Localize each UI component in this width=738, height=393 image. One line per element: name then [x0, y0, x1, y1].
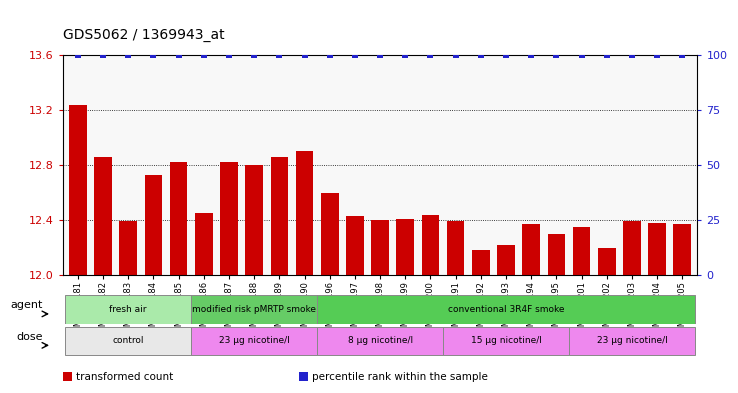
Bar	[371, 220, 389, 275]
Point	[173, 52, 184, 58]
Bar	[317, 327, 443, 355]
Point	[299, 52, 311, 58]
Bar	[443, 327, 569, 355]
Point	[626, 52, 638, 58]
Bar	[446, 222, 464, 275]
Bar	[191, 296, 317, 324]
Bar	[623, 222, 641, 275]
Bar	[63, 373, 72, 381]
Bar	[120, 222, 137, 275]
Point	[148, 52, 159, 58]
Bar	[396, 219, 414, 275]
Point	[677, 52, 689, 58]
Text: dose: dose	[16, 332, 43, 342]
Bar	[245, 165, 263, 275]
Text: conventional 3R4F smoke: conventional 3R4F smoke	[448, 305, 565, 314]
Point	[424, 52, 436, 58]
Point	[399, 52, 411, 58]
Bar	[195, 213, 213, 275]
Text: fresh air: fresh air	[109, 305, 147, 314]
Point	[97, 52, 109, 58]
Point	[198, 52, 210, 58]
Bar	[65, 327, 191, 355]
Bar	[346, 216, 364, 275]
Point	[248, 52, 260, 58]
Bar	[271, 157, 288, 275]
Point	[123, 52, 134, 58]
Point	[374, 52, 386, 58]
Point	[72, 52, 83, 58]
Bar	[300, 373, 308, 381]
Bar	[598, 248, 615, 275]
Text: GDS5062 / 1369943_at: GDS5062 / 1369943_at	[63, 28, 224, 42]
Point	[601, 52, 613, 58]
Bar	[145, 174, 162, 275]
Point	[651, 52, 663, 58]
Point	[525, 52, 537, 58]
Bar	[296, 151, 314, 275]
Bar	[497, 245, 515, 275]
Bar	[421, 215, 439, 275]
Text: 15 μg nicotine/l: 15 μg nicotine/l	[471, 336, 542, 345]
Bar	[65, 296, 191, 324]
Text: 23 μg nicotine/l: 23 μg nicotine/l	[218, 336, 289, 345]
Text: 8 μg nicotine/l: 8 μg nicotine/l	[348, 336, 413, 345]
Bar	[170, 162, 187, 275]
Text: control: control	[112, 336, 144, 345]
Bar	[69, 105, 86, 275]
Bar	[220, 162, 238, 275]
Text: modified risk pMRTP smoke: modified risk pMRTP smoke	[192, 305, 316, 314]
Bar	[321, 193, 339, 275]
Point	[551, 52, 562, 58]
Text: transformed count: transformed count	[76, 372, 173, 382]
Bar	[523, 224, 540, 275]
Point	[324, 52, 336, 58]
Bar	[569, 327, 695, 355]
Bar	[548, 234, 565, 275]
Bar	[94, 157, 112, 275]
Point	[273, 52, 285, 58]
Text: 23 μg nicotine/l: 23 μg nicotine/l	[596, 336, 667, 345]
Bar	[317, 296, 695, 324]
Point	[349, 52, 361, 58]
Point	[500, 52, 512, 58]
Bar	[472, 250, 489, 275]
Text: percentile rank within the sample: percentile rank within the sample	[312, 372, 488, 382]
Bar	[648, 223, 666, 275]
Point	[475, 52, 487, 58]
Text: agent: agent	[10, 300, 43, 310]
Point	[449, 52, 461, 58]
Bar	[191, 327, 317, 355]
Point	[223, 52, 235, 58]
Bar	[573, 227, 590, 275]
Point	[576, 52, 587, 58]
Bar	[674, 224, 691, 275]
